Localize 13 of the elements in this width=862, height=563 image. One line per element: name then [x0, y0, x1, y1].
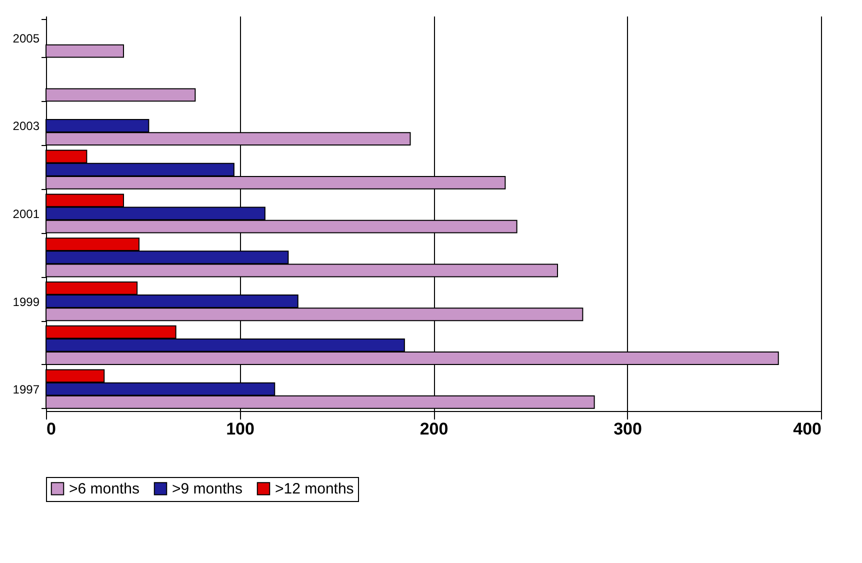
y-tick-label: 1997 — [12, 382, 40, 397]
legend-label: >12 months — [275, 480, 354, 498]
x-tick-label: 200 — [420, 420, 448, 438]
y-tick-label: 2005 — [12, 31, 40, 46]
legend-label: >6 months — [69, 480, 140, 498]
y-tick-label: 2003 — [12, 119, 40, 134]
x-tick-label: 400 — [793, 420, 822, 438]
legend-label: >9 months — [172, 480, 242, 498]
x-tick-label: 300 — [614, 420, 642, 438]
x-tick-label: 0 — [46, 420, 56, 438]
x-tick-label: 100 — [226, 420, 254, 438]
y-tick-label: 2001 — [12, 207, 40, 221]
y-tick-label: 1999 — [12, 294, 40, 309]
